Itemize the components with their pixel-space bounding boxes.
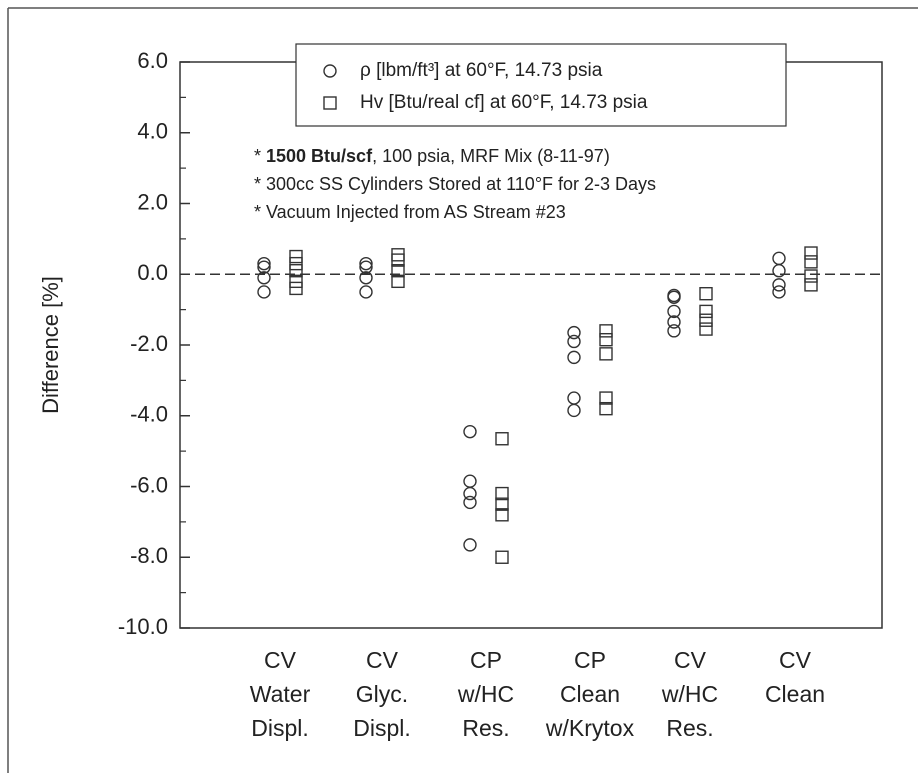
square-point xyxy=(804,255,818,269)
y-tick-label: 4.0 xyxy=(137,119,168,144)
circle-point xyxy=(463,424,477,439)
legend-marker xyxy=(323,96,337,110)
square-point xyxy=(699,304,713,319)
y-tick-label: -10.0 xyxy=(118,614,168,639)
square-point xyxy=(804,246,818,260)
x-tick-label: w/Krytox xyxy=(545,715,635,741)
y-tick-label: 2.0 xyxy=(137,189,168,214)
legend-marker xyxy=(323,64,337,78)
x-tick-label: CV xyxy=(366,647,399,673)
circle-point xyxy=(463,495,477,510)
square-point xyxy=(599,347,613,361)
x-tick-label: Water xyxy=(250,681,311,707)
circle-point xyxy=(463,486,477,501)
y-tick-label: -4.0 xyxy=(130,402,168,427)
square-point xyxy=(599,332,613,347)
square-point xyxy=(495,486,509,501)
square-point xyxy=(495,508,509,522)
circle-point xyxy=(667,315,681,329)
circle-point xyxy=(463,474,477,488)
square-point xyxy=(699,313,713,327)
x-tick-label: w/HC xyxy=(661,681,718,707)
square-point xyxy=(699,322,713,336)
y-tick-label: -2.0 xyxy=(130,331,168,356)
square-point xyxy=(495,550,509,564)
circle-point xyxy=(257,285,271,299)
square-point xyxy=(699,287,713,301)
circle-point xyxy=(359,271,373,285)
x-tick-label: Clean xyxy=(765,681,825,707)
circle-point xyxy=(772,278,786,292)
x-tick-label: CV xyxy=(264,647,297,673)
y-axis-label: Difference [%] xyxy=(38,276,63,414)
circle-point xyxy=(257,271,271,285)
square-point xyxy=(599,391,613,405)
circle-point xyxy=(359,285,373,299)
x-tick-label: Res. xyxy=(462,715,509,741)
circle-point xyxy=(567,334,581,349)
square-point xyxy=(495,497,509,511)
square-point xyxy=(391,264,405,278)
x-tick-label: CV xyxy=(674,647,707,673)
y-tick-label: -6.0 xyxy=(130,472,168,497)
annotation-part: 1500 Btu/scf xyxy=(266,146,373,166)
square-point xyxy=(495,432,509,446)
legend-box xyxy=(295,43,787,127)
y-tick-label: 6.0 xyxy=(137,48,168,73)
annotation: * 300cc SS Cylinders Stored at 110°F for… xyxy=(254,174,656,194)
annotation-part: * Vacuum Injected from AS Stream #23 xyxy=(254,202,566,222)
x-tick-label: w/HC xyxy=(457,681,514,707)
circle-point xyxy=(463,538,477,552)
circle-point xyxy=(772,264,786,278)
circle-point xyxy=(257,256,271,271)
annotation-part: * 300cc SS Cylinders Stored at 110°F for… xyxy=(254,174,656,194)
square-point xyxy=(391,274,405,289)
circle-point xyxy=(567,403,581,418)
circle-point xyxy=(359,256,373,271)
circle-point xyxy=(772,251,786,266)
x-tick-label: Clean xyxy=(560,681,620,707)
circle-point xyxy=(772,285,786,299)
y-tick-label: 0.0 xyxy=(137,260,168,285)
square-point xyxy=(804,278,818,292)
x-tick-label: Glyc. xyxy=(356,681,408,707)
x-tick-label: CV xyxy=(779,647,812,673)
square-point xyxy=(599,401,613,416)
circle-point xyxy=(359,260,373,274)
annotation-part: , 100 psia, MRF Mix (8-11-97) xyxy=(372,146,610,166)
square-point xyxy=(289,256,303,271)
circle-point xyxy=(567,350,581,365)
x-tick-label: Res. xyxy=(666,715,713,741)
x-tick-label: CP xyxy=(574,647,606,673)
circle-point xyxy=(667,290,681,304)
circle-point xyxy=(667,304,681,319)
y-tick-label: -8.0 xyxy=(130,543,168,568)
square-point xyxy=(391,253,405,267)
legend-label: ρ [lbm/ft³] at 60°F, 14.73 psia xyxy=(360,60,603,81)
square-point xyxy=(289,281,303,296)
legend-label: Hv [Btu/real cf] at 60°F, 14.73 psia xyxy=(360,92,648,113)
x-tick-label: CP xyxy=(470,647,502,673)
circle-point xyxy=(257,260,271,274)
annotation-part: * xyxy=(254,146,266,166)
x-tick-label: Displ. xyxy=(353,715,411,741)
square-point xyxy=(804,269,818,283)
square-point xyxy=(289,264,303,278)
square-point xyxy=(599,324,613,338)
square-point xyxy=(289,249,303,264)
circle-point xyxy=(567,391,581,405)
x-tick-label: Displ. xyxy=(251,715,309,741)
circle-point xyxy=(567,325,581,340)
annotation: * Vacuum Injected from AS Stream #23 xyxy=(254,202,566,222)
annotation: * 1500 Btu/scf, 100 psia, MRF Mix (8-11-… xyxy=(254,146,610,166)
circle-point xyxy=(667,324,681,338)
square-point xyxy=(289,274,303,289)
